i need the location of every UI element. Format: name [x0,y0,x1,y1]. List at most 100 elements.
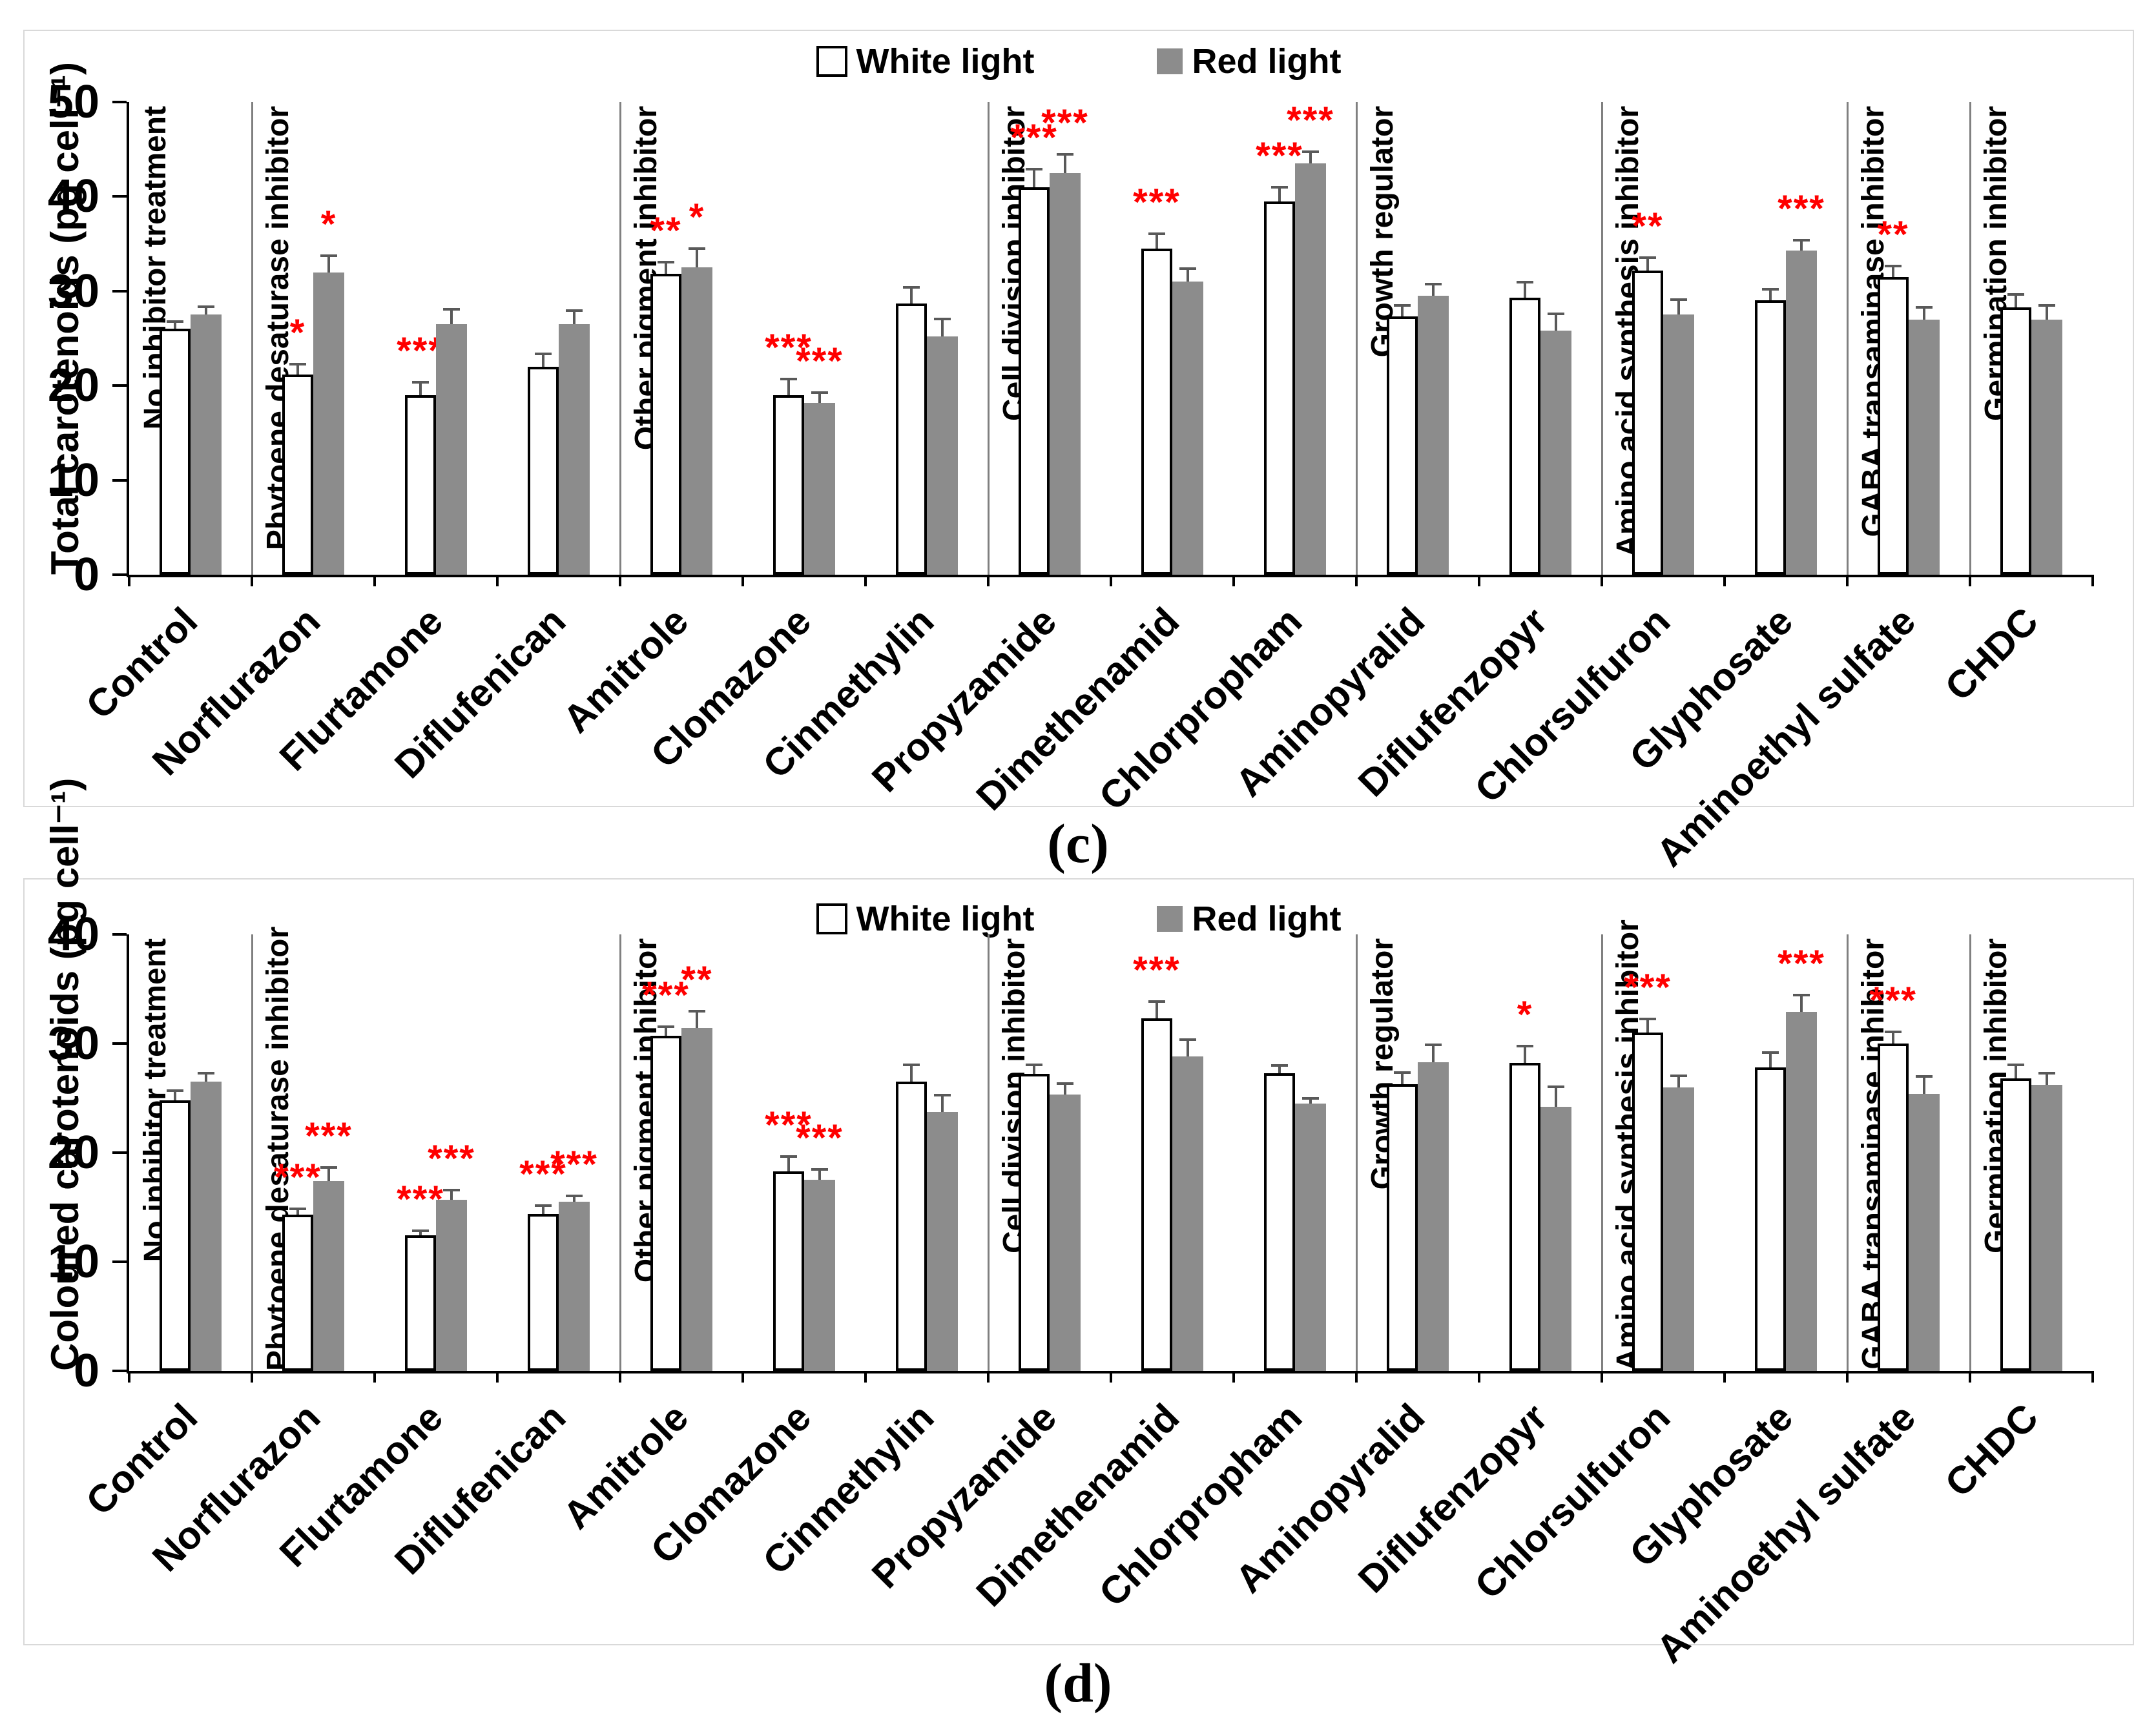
error-bar-cap [289,362,306,365]
error-bar-cap [1885,1031,1902,1034]
x-axis-tick [1110,575,1112,586]
group-separator-line [619,102,621,575]
bar-white-light-propyzamide [1019,1074,1050,1371]
bar-white-light-clomazone [773,395,804,575]
significance-stars: * [289,311,306,354]
bar-white-light-chlorpropham [1264,1073,1295,1371]
x-axis-tick [496,575,499,586]
bar-white-light-amitrole [650,1036,681,1371]
error-bar-cap [1762,288,1779,291]
bar-red-light-norflurazon [313,272,344,575]
error-bar [1401,1073,1404,1084]
error-bar [419,382,422,395]
x-axis-tick [1110,1371,1112,1383]
error-bar-cap [320,1166,337,1169]
bar-red-light-propyzamide [1050,1095,1081,1371]
error-bar [1187,269,1189,282]
x-axis-tick [1478,575,1480,586]
y-axis-tick [112,1042,127,1045]
significance-stars: *** [1041,101,1089,144]
group-separator-line [1969,934,1971,1371]
error-bar [542,1206,544,1214]
error-bar [573,311,575,325]
error-bar-cap [1179,1038,1196,1041]
plot-area-total-carotenoids: 0 10 20 30 40 50 No inhibitor treatment Phytoen… [48,79,2094,875]
bar-red-light-glyphosate [1786,250,1817,575]
y-axis-tick [112,384,127,387]
error-bar-cap [412,380,429,384]
y-axis-tick [112,1260,127,1263]
bar-red-light-diflufenzopyr [1540,1107,1571,1371]
y-axis-tick-label: 40 [47,909,99,960]
error-bar [910,288,913,303]
bar-red-light-diflufenzopyr [1540,331,1571,575]
bar-white-light-glyphosate [1755,300,1786,575]
x-axis-tick [1846,575,1849,586]
error-bar [1033,1065,1035,1075]
y-axis-tick [112,933,127,936]
error-bar-cap [1302,150,1319,153]
x-axis-tick [251,1371,253,1383]
error-bar-cap [811,1168,828,1171]
bar-white-light-control [160,1100,191,1371]
bar-red-light-chlorsulfuron [1663,1087,1694,1371]
error-bar-cap [198,305,214,308]
error-bar [1309,152,1312,164]
group-separator-line [251,934,253,1371]
error-bar-cap [320,254,337,257]
error-bar [2015,294,2017,307]
bar-white-light-propyzamide [1019,187,1050,575]
error-bar-cap [1026,1063,1042,1066]
x-axis-tick [1232,1371,1235,1383]
error-bar [1800,995,1803,1012]
bar-white-light-dimethenamid [1141,1018,1172,1371]
group-separator-line [1846,934,1849,1371]
legend-label-red-light: Red light [1192,42,1342,81]
error-bar-cap [1057,152,1073,156]
error-bar [1156,234,1158,249]
x-axis-tick [128,575,130,586]
bar-red-light-chdc [2031,319,2062,575]
y-axis-tick [112,195,127,198]
bar-white-light-glyphosate [1755,1067,1786,1371]
x-axis-tick [987,1371,990,1383]
bar-red-light-propyzamide [1050,172,1081,575]
group-separator-line [1601,102,1603,575]
y-axis-tick [112,478,127,482]
x-axis-tick [1723,1371,1726,1383]
bar-red-light-cinmethylin [927,336,958,575]
significance-stars: * [689,196,705,239]
group-separator-line [1601,934,1603,1371]
significance-stars: * [1517,994,1533,1036]
error-bar [1800,241,1803,251]
x-axis-tick [1601,575,1603,586]
error-bar-cap [1394,304,1411,307]
significance-stars: *** [765,327,813,369]
x-axis-tick [2091,1371,2094,1383]
red-light-swatch-icon [1157,48,1183,74]
error-bar-cap [1916,306,1933,309]
error-bar-cap [443,1189,460,1192]
error-bar [1278,188,1281,201]
significance-stars: *** [305,1115,353,1157]
group-separator-line [1355,934,1358,1371]
bar-red-light-aminopyralid [1418,296,1449,575]
error-bar [174,322,176,329]
y-axis-tick [112,101,127,103]
bar-white-light-cinmethylin [896,1082,927,1371]
error-bar [1064,1084,1066,1095]
error-bar [1646,258,1649,271]
bar-white-light-aminopyralid [1387,316,1418,575]
bar-red-light-dimethenamid [1172,282,1203,575]
bar-red-light-chlorsulfuron [1663,314,1694,575]
y-axis-tick [112,573,127,576]
chart-panel-total-carotenoids: White light Red light Total carotenoids … [23,30,2134,875]
error-bar [1923,308,1925,320]
y-axis-tick [112,1151,127,1154]
error-bar [665,262,667,274]
error-bar-cap [658,260,674,263]
bar-white-light-cinmethylin [896,303,927,575]
error-bar [696,1011,698,1029]
error-bar-cap [903,1063,920,1066]
error-bar-cap [566,309,583,312]
